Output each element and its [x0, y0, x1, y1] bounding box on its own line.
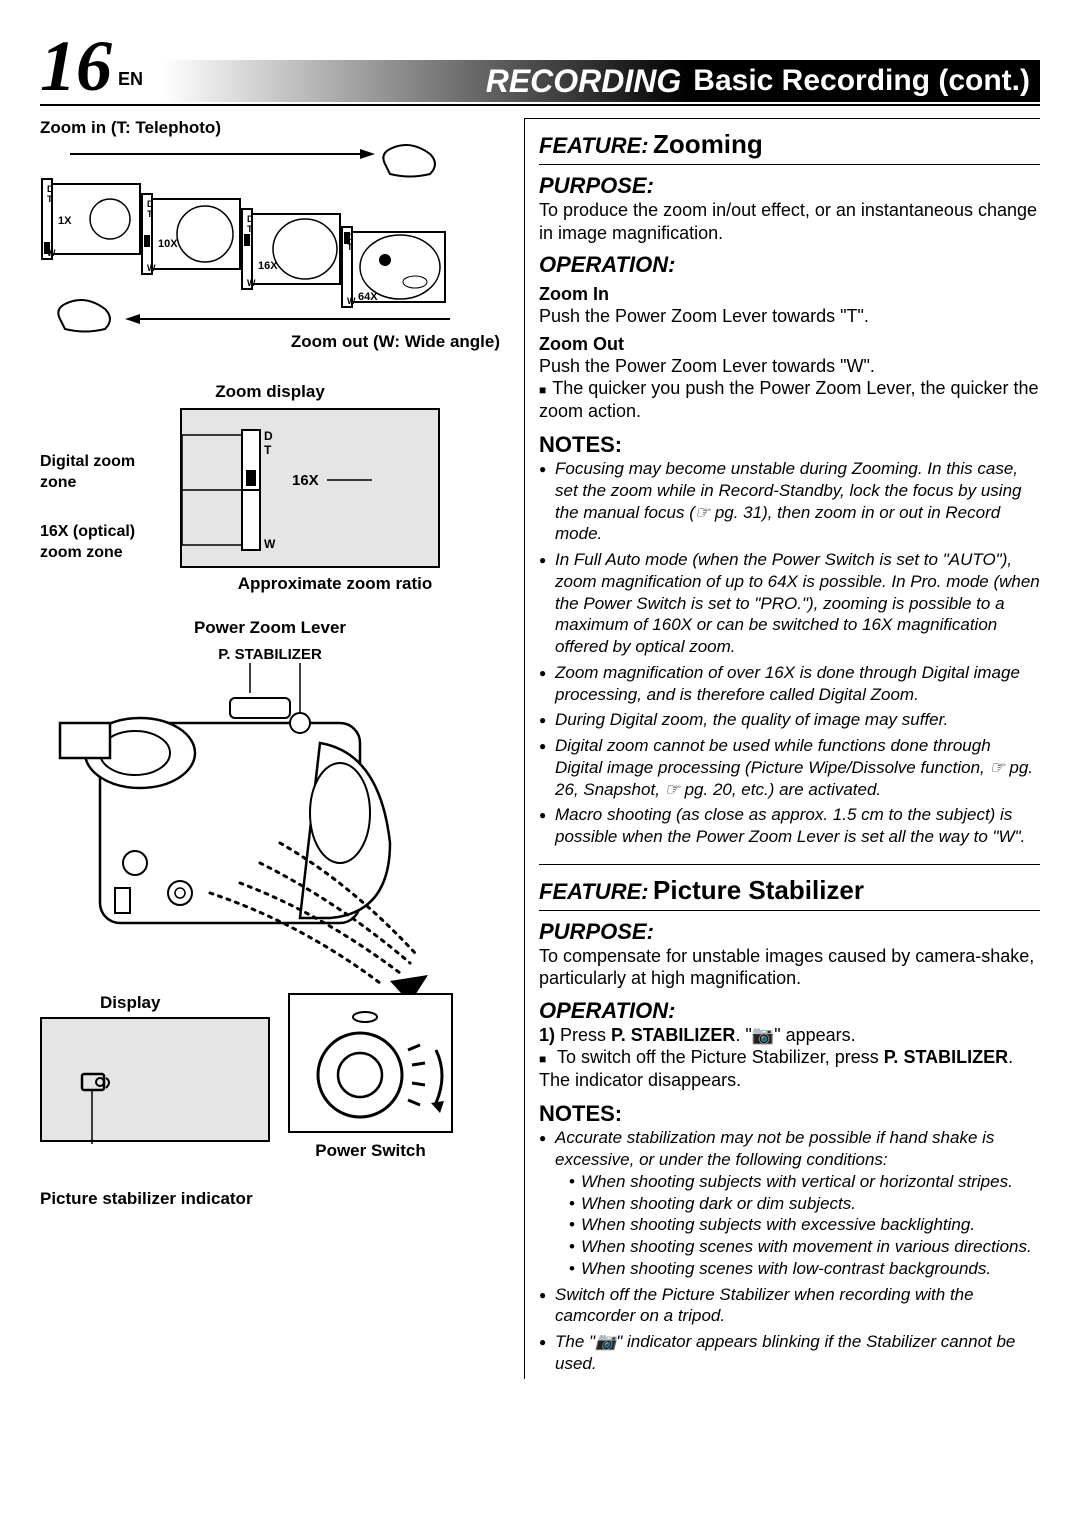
- zoom-in-h: Zoom In: [539, 284, 1040, 305]
- zoom-note-5: Digital zoom cannot be used while functi…: [539, 735, 1040, 800]
- zone-labels: Digital zoom zone 16X (optical) zoom zon…: [40, 412, 170, 563]
- stab-sub-4: When shooting scenes with movement in va…: [569, 1236, 1040, 1258]
- zoom-operation-h: OPERATION:: [539, 252, 1040, 278]
- page-number: 16: [40, 30, 112, 102]
- feature-title-stab: Picture Stabilizer: [653, 875, 864, 905]
- zoom-ladder-svg: D T W 1X D T W 10X: [40, 144, 480, 344]
- svg-text:T: T: [264, 443, 272, 457]
- stab-note-1-text: Accurate stabilization may not be possib…: [555, 1128, 994, 1169]
- svg-text:1X: 1X: [58, 215, 72, 227]
- svg-text:T: T: [47, 194, 53, 204]
- approx-ratio-label: Approximate zoom ratio: [40, 574, 500, 594]
- zoom-in-text: Push the Power Zoom Lever towards "T".: [539, 305, 1040, 328]
- display-group: Display: [40, 993, 270, 1142]
- zoom-out-h: Zoom Out: [539, 334, 1040, 355]
- banner-subtitle: Basic Recording (cont.): [693, 64, 1030, 98]
- svg-text:W: W: [264, 537, 276, 551]
- zoom-note-2: In Full Auto mode (when the Power Switch…: [539, 549, 1040, 658]
- stab-operation-h: OPERATION:: [539, 998, 1040, 1024]
- p-stabilizer-label: P. STABILIZER: [40, 646, 500, 663]
- zoom-in-label: Zoom in (T: Telephoto): [40, 118, 500, 138]
- stab-off-a: To switch off the Picture Stabilizer, pr…: [557, 1047, 884, 1067]
- page-header: 16 EN RECORDING Basic Recording (cont.): [40, 30, 1040, 106]
- zoom-out-text: Push the Power Zoom Lever towards "W".: [539, 355, 1040, 378]
- power-zoom-lever-label: Power Zoom Lever: [40, 618, 500, 638]
- stab-step1-c: . "📷" appears.: [735, 1025, 855, 1045]
- stab-step1: 1) Press P. STABILIZER. "📷" appears.: [539, 1024, 1040, 1047]
- zoom-note-1: Focusing may become unstable during Zoom…: [539, 458, 1040, 545]
- stab-step1-num: 1): [539, 1025, 560, 1045]
- right-column: FEATURE: Zooming PURPOSE: To produce the…: [524, 118, 1040, 1379]
- zoom-notes-list: Focusing may become unstable during Zoom…: [539, 458, 1040, 848]
- stab-purpose: To compensate for unstable images caused…: [539, 945, 1040, 990]
- stab-step1-a: Press: [560, 1025, 611, 1045]
- svg-text:D: D: [47, 184, 54, 194]
- optical-zone-label: 16X (optical) zoom zone: [40, 522, 170, 564]
- stab-sub-list: When shooting subjects with vertical or …: [555, 1171, 1040, 1280]
- page-lang: EN: [118, 69, 143, 90]
- banner-title: RECORDING: [486, 63, 682, 100]
- svg-text:W: W: [247, 278, 256, 288]
- stab-note-3: The "📷" indicator appears blinking if th…: [539, 1331, 1040, 1375]
- stab-purpose-h: PURPOSE:: [539, 919, 1040, 945]
- feature-label-zoom: FEATURE:: [539, 133, 649, 158]
- zoom-purpose: To produce the zoom in/out effect, or an…: [539, 199, 1040, 244]
- svg-text:T: T: [147, 209, 153, 219]
- display-box: [40, 1017, 270, 1142]
- svg-text:W: W: [347, 296, 356, 306]
- stab-sub-5: When shooting scenes with low-contrast b…: [569, 1258, 1040, 1280]
- svg-text:D: D: [247, 214, 254, 224]
- zoom-note-6: Macro shooting (as close as approx. 1.5 …: [539, 804, 1040, 848]
- zoom-note-4: During Digital zoom, the quality of imag…: [539, 709, 1040, 731]
- stab-note-1: Accurate stabilization may not be possib…: [539, 1127, 1040, 1279]
- stab-off-b: P. STABILIZER: [884, 1047, 1008, 1067]
- stab-notes-h: NOTES:: [539, 1101, 1040, 1127]
- stab-sub-2: When shooting dark or dim subjects.: [569, 1193, 1040, 1215]
- zoom-note-3: Zoom magnification of over 16X is done t…: [539, 662, 1040, 706]
- feature-title-zoom: Zooming: [653, 129, 763, 159]
- digital-zone-label: Digital zoom zone: [40, 452, 170, 494]
- zoom-purpose-h: PURPOSE:: [539, 173, 1040, 199]
- svg-text:W: W: [147, 263, 156, 273]
- zoom-ladder-diagram: D T W 1X D T W 10X: [40, 144, 500, 344]
- camcorder-diagram: [40, 663, 460, 1003]
- power-switch-box: [288, 993, 453, 1133]
- svg-text:10X: 10X: [158, 238, 178, 250]
- left-column: Zoom in (T: Telephoto) D T W: [40, 118, 500, 1379]
- pic-stab-indicator-label: Picture stabilizer indicator: [40, 1189, 500, 1209]
- stab-note-2: Switch off the Picture Stabilizer when r…: [539, 1284, 1040, 1328]
- stab-sub-1: When shooting subjects with vertical or …: [569, 1171, 1040, 1193]
- zoom-notes-h: NOTES:: [539, 432, 1040, 458]
- zooming-heading: FEATURE: Zooming: [539, 129, 1040, 165]
- stab-sub-3: When shooting subjects with excessive ba…: [569, 1214, 1040, 1236]
- svg-text:D: D: [264, 429, 273, 443]
- stab-notes-list: Accurate stabilization may not be possib…: [539, 1127, 1040, 1374]
- header-banner: RECORDING Basic Recording (cont.): [163, 60, 1040, 102]
- zoom-quicker: The quicker you push the Power Zoom Leve…: [539, 377, 1040, 422]
- svg-text:16X: 16X: [292, 472, 319, 489]
- stab-step1-b: P. STABILIZER: [611, 1025, 735, 1045]
- zoom-display-box: D T W 16X: [180, 408, 440, 568]
- stabilizer-heading: FEATURE: Picture Stabilizer: [539, 875, 1040, 911]
- svg-text:T: T: [247, 224, 253, 234]
- svg-text:D: D: [147, 199, 154, 209]
- power-switch-group: Power Switch: [288, 993, 453, 1161]
- stab-switch-off: To switch off the Picture Stabilizer, pr…: [539, 1046, 1040, 1091]
- feature-label-stab: FEATURE:: [539, 879, 649, 904]
- power-switch-label: Power Switch: [288, 1141, 453, 1161]
- zoom-display-label: Zoom display: [40, 382, 500, 402]
